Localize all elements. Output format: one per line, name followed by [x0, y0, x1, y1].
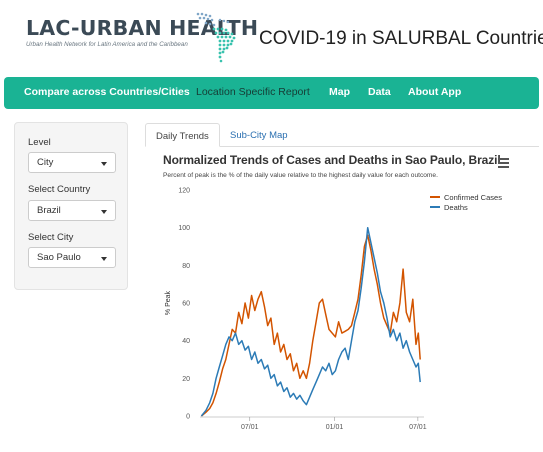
sidebar-panel: Level City Select Country Brazil Select …	[14, 122, 128, 290]
y-tick-label: 40	[182, 338, 190, 345]
y-tick-label: 100	[178, 225, 190, 232]
nav-about-app[interactable]: About App	[408, 86, 462, 98]
tab-sub-city-map[interactable]: Sub-City Map	[230, 130, 288, 141]
caret-down-icon	[101, 210, 107, 214]
series-line-confirmed-cases	[200, 234, 421, 417]
header: LAC-URBAN HEALTH Urban Health Network fo…	[0, 0, 543, 74]
logo-tagline: Urban Health Network for Latin America a…	[26, 41, 188, 48]
y-axis-title: % Peak	[165, 290, 172, 315]
latin-america-map-logo-icon	[196, 12, 236, 63]
country-label: Select Country	[28, 184, 91, 195]
y-tick-label: 20	[182, 376, 190, 383]
navbar: Compare across Countries/Cities Location…	[4, 77, 539, 109]
x-tick-label: 07/01	[241, 424, 259, 431]
caret-down-icon	[101, 162, 107, 166]
nav-location-specific-report[interactable]: Location Specific Report	[196, 86, 310, 98]
country-select-value: Brazil	[37, 205, 61, 216]
nav-data[interactable]: Data	[368, 86, 391, 98]
caret-down-icon	[101, 257, 107, 261]
app-title: COVID-19 in SALURBAL Countries	[259, 28, 543, 49]
level-select-value: City	[37, 157, 54, 168]
chart-subtitle: Percent of peak is the % of the daily va…	[163, 172, 438, 179]
nav-map[interactable]: Map	[329, 86, 350, 98]
level-label: Level	[28, 137, 51, 148]
x-tick-label: 01/01	[326, 424, 344, 431]
y-tick-label: 60	[182, 301, 190, 308]
level-select[interactable]: City	[28, 152, 116, 173]
tab-daily-trends[interactable]: Daily Trends	[145, 123, 220, 147]
country-select[interactable]: Brazil	[28, 200, 116, 221]
legend-label: Confirmed Cases	[444, 193, 502, 202]
hamburger-menu-icon[interactable]	[498, 158, 509, 168]
y-tick-label: 80	[182, 263, 190, 270]
x-tick-label: 07/01	[409, 424, 427, 431]
legend-label: Deaths	[444, 203, 468, 212]
city-select[interactable]: Sao Paulo	[28, 247, 116, 268]
city-select-value: Sao Paulo	[37, 252, 81, 263]
y-tick-label: 120	[178, 188, 190, 195]
series-line-deaths	[200, 226, 421, 417]
tab-bar: Daily Trends Sub-City Map	[145, 123, 539, 147]
chart-title: Normalized Trends of Cases and Deaths in…	[163, 153, 501, 167]
trend-chart: 0 20 40 60 80 100 120 % Peak 07/01 01/01 07/01 Conf…	[165, 188, 502, 432]
nav-compare-countries-cities[interactable]: Compare across Countries/Cities	[24, 86, 190, 98]
y-tick-label: 0	[186, 414, 190, 421]
city-label: Select City	[28, 232, 74, 243]
